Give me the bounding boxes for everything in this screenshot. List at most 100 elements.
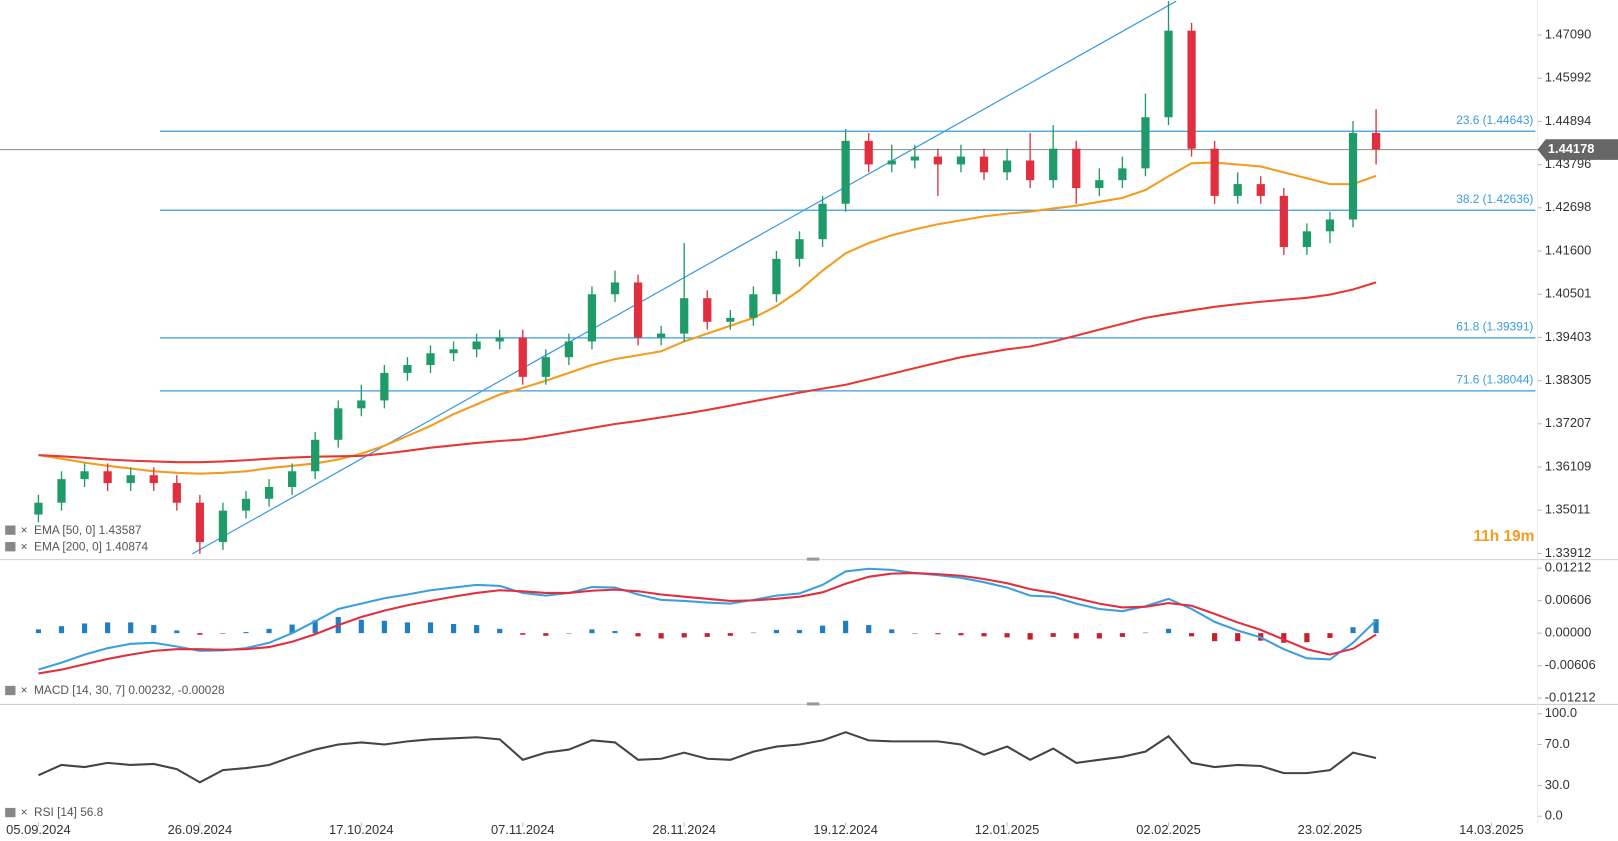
candle-body: [703, 298, 712, 322]
histogram-bar: [174, 630, 180, 634]
histogram-bar: [681, 633, 687, 638]
histogram-bar: [566, 633, 572, 634]
legend-icon[interactable]: [5, 542, 16, 552]
candle-body: [726, 317, 735, 322]
x-tick-label: 07.11.2024: [491, 822, 555, 837]
candle-body: [1049, 148, 1058, 181]
fib-label: 38.2 (1.42636): [1456, 192, 1533, 206]
histogram-bar: [935, 633, 941, 635]
histogram-bar: [658, 633, 664, 639]
candle-body: [1302, 231, 1312, 248]
indicator-line: [38, 567, 1377, 671]
candle-body: [172, 483, 181, 503]
histogram-bar: [381, 620, 387, 634]
y-tick-label: 1.35011: [1545, 502, 1591, 517]
indicator-line: [38, 161, 1377, 475]
candle-body: [564, 341, 574, 358]
candle-body: [887, 160, 896, 165]
legend-icon[interactable]: [5, 807, 16, 818]
histogram-bar: [128, 622, 134, 634]
close-icon[interactable]: ×: [21, 539, 28, 553]
histogram-bar: [151, 625, 157, 634]
candle-body: [449, 349, 458, 354]
histogram-bar: [635, 633, 641, 637]
histogram-bar: [81, 623, 88, 634]
fib-label: 71.6 (1.38044): [1456, 373, 1533, 387]
candle-body: [334, 408, 343, 440]
candle-body: [680, 298, 689, 334]
indicator-line: [38, 572, 1377, 675]
close-icon[interactable]: ×: [21, 805, 28, 819]
x-tick-label: 14.03.2025: [1459, 822, 1524, 837]
candle-body: [103, 471, 112, 484]
countdown: 11h 19m: [1473, 528, 1534, 545]
y-tick-label: 1.40501: [1545, 286, 1592, 301]
candle-body: [472, 341, 481, 350]
histogram-bar: [889, 629, 895, 634]
candle-body: [657, 333, 666, 338]
candle-body: [1118, 168, 1127, 181]
histogram-bar: [243, 632, 249, 634]
histogram-bar: [727, 633, 733, 636]
close-icon[interactable]: ×: [21, 683, 28, 697]
legend-icon[interactable]: [5, 525, 16, 535]
y-tick-label: -0.00606: [1545, 657, 1596, 672]
histogram-bar: [220, 633, 226, 634]
x-tick-label: 28.11.2024: [652, 822, 716, 837]
legend-icon[interactable]: [5, 685, 16, 696]
histogram-bar: [796, 629, 803, 634]
candle-body: [403, 365, 412, 373]
histogram-bar: [773, 629, 780, 634]
y-tick-label: 70.0: [1545, 736, 1570, 751]
histogram-bar: [450, 624, 457, 634]
histogram-bar: [819, 625, 826, 634]
candle-body: [1072, 148, 1081, 189]
histogram-bar: [497, 628, 503, 634]
histogram-bar: [589, 629, 595, 634]
fib-label: 61.8 (1.39391): [1456, 320, 1533, 334]
y-tick-label: 1.39403: [1545, 329, 1592, 344]
histogram-bar: [1327, 633, 1333, 638]
y-tick-label: -0.01212: [1545, 690, 1596, 705]
histogram-bar: [427, 622, 434, 634]
legend-entry: MACD [14, 30, 7] 0.00232, -0.00028: [34, 683, 225, 697]
x-tick-label: 02.02.2025: [1136, 822, 1201, 837]
histogram-bar: [1004, 633, 1010, 638]
candle-body: [1348, 132, 1358, 220]
legend-entry: RSI [14] 56.8: [34, 805, 104, 819]
y-tick-label: 1.47090: [1545, 26, 1592, 41]
histogram-bar: [58, 626, 65, 634]
panel-handle[interactable]: [806, 702, 820, 706]
candle-body: [149, 475, 158, 484]
y-tick-label: 1.38305: [1545, 372, 1592, 387]
close-icon[interactable]: ×: [21, 523, 28, 537]
y-tick-label: 1.42698: [1545, 199, 1592, 214]
fib-label: 23.6 (1.44643): [1456, 113, 1533, 127]
candle-body: [34, 502, 43, 515]
candle-body: [1141, 117, 1150, 169]
candle-body: [311, 439, 320, 472]
y-tick-label: 1.41600: [1545, 242, 1592, 257]
histogram-bar: [105, 622, 111, 634]
candle-body: [380, 372, 389, 401]
histogram-bar: [1050, 633, 1056, 637]
x-tick-label: 19.12.2024: [813, 822, 878, 837]
candle-body: [1187, 30, 1196, 149]
histogram-bar: [1096, 633, 1102, 639]
candle-body: [1371, 132, 1381, 150]
histogram-bar: [1119, 633, 1125, 637]
histogram-bar: [843, 620, 849, 634]
histogram-bar: [981, 633, 987, 637]
histogram-bar: [1373, 619, 1379, 634]
histogram-bar: [1142, 632, 1149, 634]
y-tick-label: 1.44894: [1545, 113, 1592, 128]
candle-body: [1256, 184, 1265, 196]
y-tick-label: 0.00000: [1545, 625, 1592, 640]
panel-handle[interactable]: [806, 557, 820, 561]
candle-body: [126, 475, 135, 484]
histogram-bar: [1188, 633, 1195, 637]
candle-body: [218, 510, 228, 543]
histogram-bar: [1073, 633, 1079, 639]
candle-body: [57, 479, 66, 503]
